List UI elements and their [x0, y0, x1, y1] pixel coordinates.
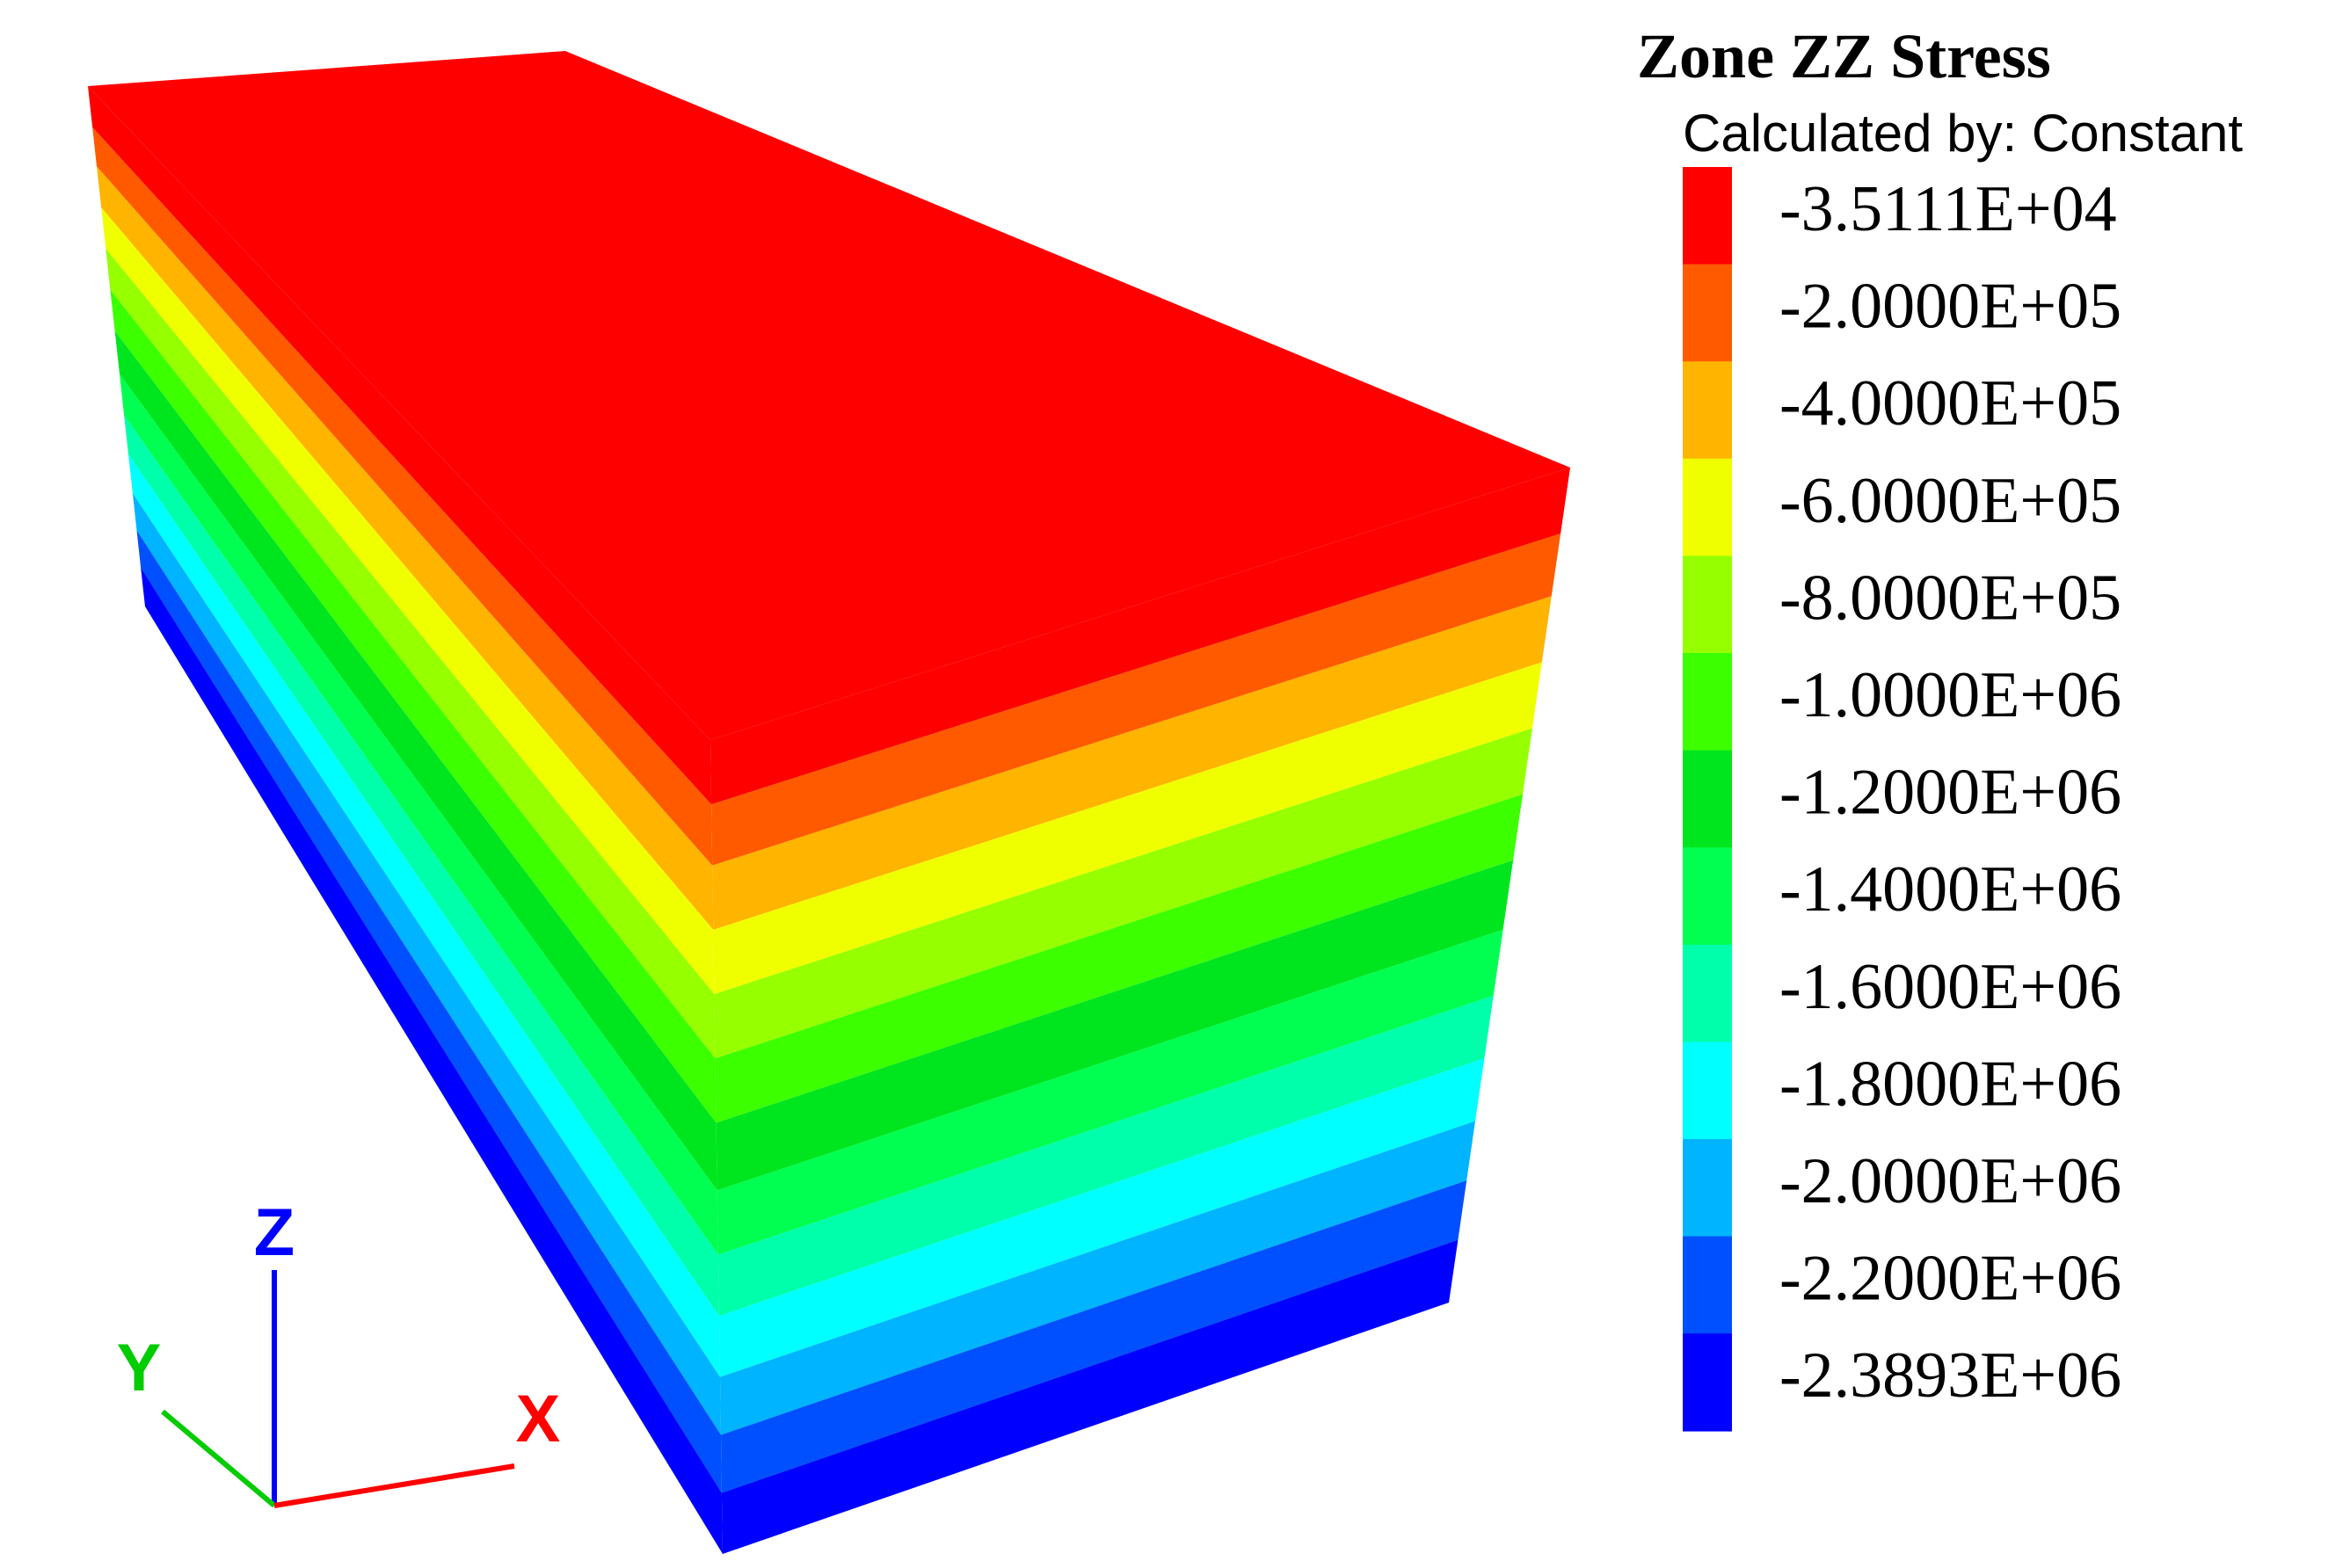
front-face-band: [713, 662, 1542, 995]
left-face-band: [105, 248, 716, 1059]
left-face-band: [110, 289, 717, 1123]
axis-triad: Z Y X: [117, 1195, 561, 1508]
legend-level-label: -1.0000E+06: [1779, 659, 2121, 731]
front-face-band: [717, 995, 1494, 1317]
legend-swatch: [1683, 167, 1732, 265]
legend-level-label: -6.0000E+05: [1779, 465, 2121, 537]
front-face-band: [715, 794, 1523, 1123]
legend-swatch: [1683, 361, 1732, 460]
legend-level-label: -2.3893E+06: [1779, 1339, 2121, 1412]
legend-swatch: [1683, 1042, 1732, 1140]
left-face-band: [132, 493, 721, 1435]
left-face-band: [88, 86, 712, 805]
block-left-face: [88, 86, 724, 1554]
legend-swatch: [1683, 1139, 1732, 1238]
legend-level-label: -2.0000E+06: [1779, 1145, 2121, 1217]
front-face-band: [721, 1180, 1467, 1493]
legend-swatch: [1683, 847, 1732, 946]
legend-swatch: [1683, 1236, 1732, 1334]
left-face-band: [128, 454, 720, 1377]
color-legend: Zone ZZ Stress Calculated by: Constant -…: [1637, 21, 2243, 1432]
front-face-band: [710, 468, 1570, 805]
block-front-face: [710, 468, 1570, 1554]
front-face-band: [718, 1058, 1485, 1377]
legend-title: Zone ZZ Stress: [1637, 21, 2051, 91]
legend-level-label: -1.2000E+06: [1779, 757, 2121, 829]
legend-labels: -3.5111E+04 -2.0000E+05 -4.0000E+05 -6.0000…: [1779, 173, 2121, 1412]
front-face-band: [714, 728, 1532, 1059]
legend-swatch: [1683, 653, 1732, 751]
front-face-band: [716, 860, 1514, 1191]
legend-level-label: -1.6000E+06: [1779, 951, 2121, 1023]
left-face-band: [114, 330, 717, 1191]
stress-block-3d: [88, 51, 1570, 1554]
x-axis-line: [273, 1463, 515, 1508]
front-face-band: [720, 1121, 1475, 1435]
legend-level-label: -1.4000E+06: [1779, 853, 2121, 926]
front-face-band: [712, 596, 1552, 930]
legend-swatch: [1683, 944, 1732, 1043]
z-axis-label: Z: [254, 1195, 295, 1270]
left-face-band: [120, 374, 718, 1255]
front-face-band: [721, 1239, 1459, 1554]
legend-level-label: -4.0000E+05: [1779, 367, 2121, 439]
left-face-band: [97, 166, 714, 930]
legend-swatch: [1683, 555, 1732, 654]
legend-level-label: -2.0000E+05: [1779, 271, 2121, 343]
front-face-band: [711, 534, 1561, 866]
left-face-band: [92, 127, 713, 866]
y-axis-label: Y: [117, 1331, 162, 1405]
legend-level-label: -2.2000E+06: [1779, 1243, 2121, 1315]
y-axis-line: [161, 1409, 276, 1508]
legend-swatches: [1683, 167, 1732, 1432]
legend-subtitle: Calculated by: Constant: [1683, 104, 2243, 163]
legend-swatch: [1683, 458, 1732, 557]
legend-level-label: -3.5111E+04: [1779, 173, 2117, 245]
block-top-face: [88, 51, 1570, 740]
legend-swatch: [1683, 264, 1732, 362]
front-face-band: [717, 929, 1503, 1255]
x-axis-label: X: [516, 1382, 561, 1456]
legend-level-label: -1.8000E+06: [1779, 1048, 2121, 1120]
legend-swatch: [1683, 750, 1732, 848]
left-face-band: [141, 567, 724, 1554]
legend-level-label: -8.0000E+05: [1779, 562, 2121, 634]
legend-swatch: [1683, 1333, 1732, 1432]
left-face-band: [136, 530, 722, 1493]
left-face-band: [124, 415, 719, 1317]
left-face-band: [101, 207, 715, 995]
